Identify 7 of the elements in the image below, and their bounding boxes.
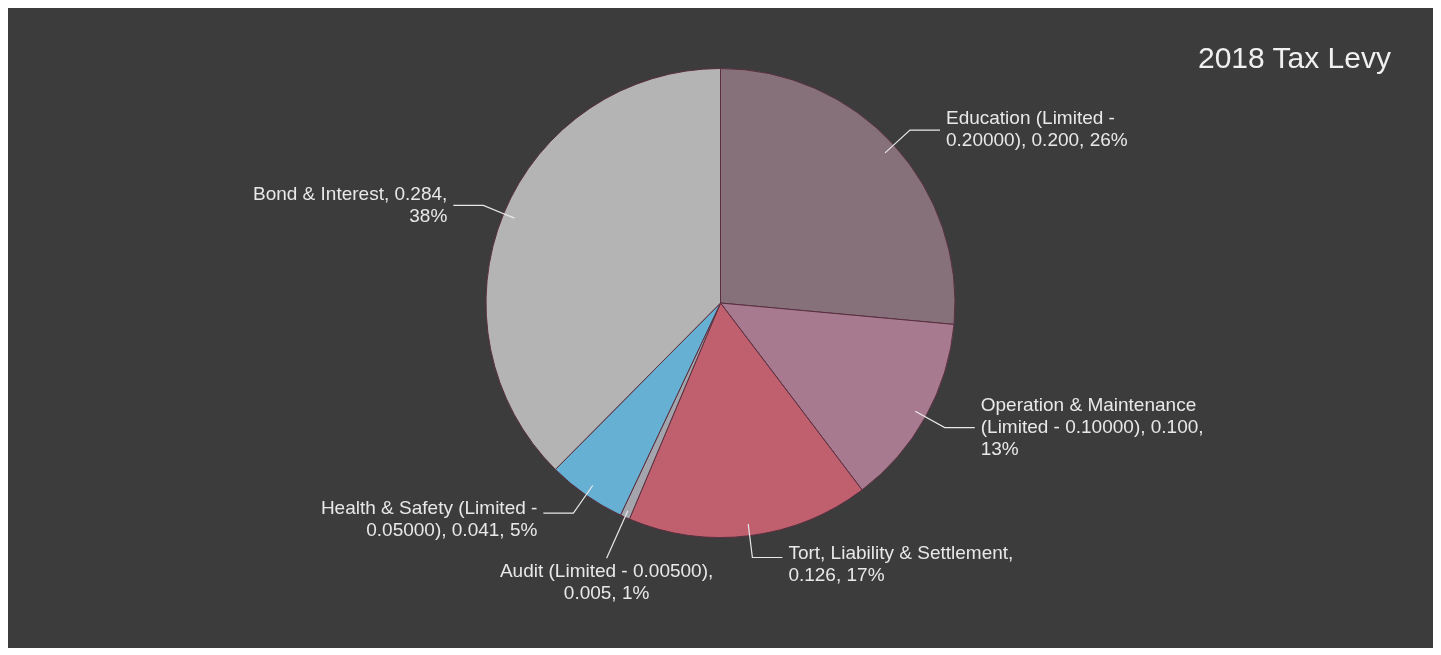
text: 2018 Tax Levy [1198,41,1391,74]
slice-label: Tort, Liability & Settlement, 0.126, 17% [788,541,1014,585]
slice-label: Bond & Interest, 0.284, 38% [252,182,448,226]
slice-label: Operation & Maintenance (Limited - 0.10000), 0.100, 13% [980,393,1204,459]
slice-label: Education (Limited - 0.20000), 0.200, 26% [945,107,1128,151]
slice-label: Health & Safety (Limited - 0.05000), 0.041, 5% [320,497,538,541]
slice-label: Audit (Limited - 0.00500), 0.005, 1% [499,560,714,604]
